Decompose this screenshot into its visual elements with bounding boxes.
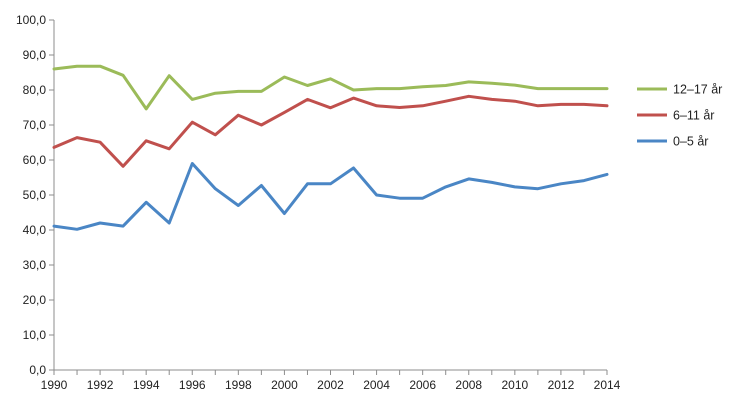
series-line-2 (52, 162, 609, 231)
legend-label-0: 12–17 år (673, 83, 722, 97)
x-tick-label: 2012 (548, 378, 575, 392)
x-tick-label: 2002 (317, 378, 344, 392)
x-tick-label: 2004 (363, 378, 390, 392)
series-line-1 (52, 94, 609, 168)
y-tick-label: 70,0 (23, 118, 47, 132)
legend-label-2: 0–5 år (673, 135, 708, 149)
x-tick-label: 2000 (271, 378, 298, 392)
y-axis: 0,0 10,0 20,0 30,0 40,0 50,0 60,0 70,0 80,0 90,0 1… (16, 13, 55, 377)
y-tick-label: 10,0 (23, 328, 47, 342)
x-tick-label: 2010 (501, 378, 528, 392)
x-tick-label: 1994 (133, 378, 160, 392)
y-tick-label: 30,0 (23, 258, 47, 272)
x-tick-label: 2006 (409, 378, 436, 392)
y-tick-label: 20,0 (23, 293, 47, 307)
y-tick-label: 80,0 (23, 83, 47, 97)
x-tick-label: 1992 (87, 378, 114, 392)
x-axis: 1990 1992 1994 1996 1998 2000 2002 2004 2006 2008… (41, 369, 621, 392)
y-tick-label: 90,0 (23, 48, 47, 62)
x-tick-label: 1998 (225, 378, 252, 392)
x-tick-label: 2014 (594, 378, 621, 392)
x-tick-label: 1996 (179, 378, 206, 392)
x-tick-label: 2008 (455, 378, 482, 392)
y-tick-label: 50,0 (23, 188, 47, 202)
legend: 12–17 år 6–11 år 0–5 år (637, 83, 722, 149)
y-tick-label: 0,0 (29, 363, 46, 377)
series-layer (52, 64, 609, 231)
x-tick-label: 1990 (41, 378, 68, 392)
series-line-0 (52, 64, 609, 111)
legend-label-1: 6–11 år (673, 109, 714, 123)
y-tick-label: 100,0 (16, 13, 46, 27)
y-tick-label: 40,0 (23, 223, 47, 237)
y-tick-label: 60,0 (23, 153, 47, 167)
